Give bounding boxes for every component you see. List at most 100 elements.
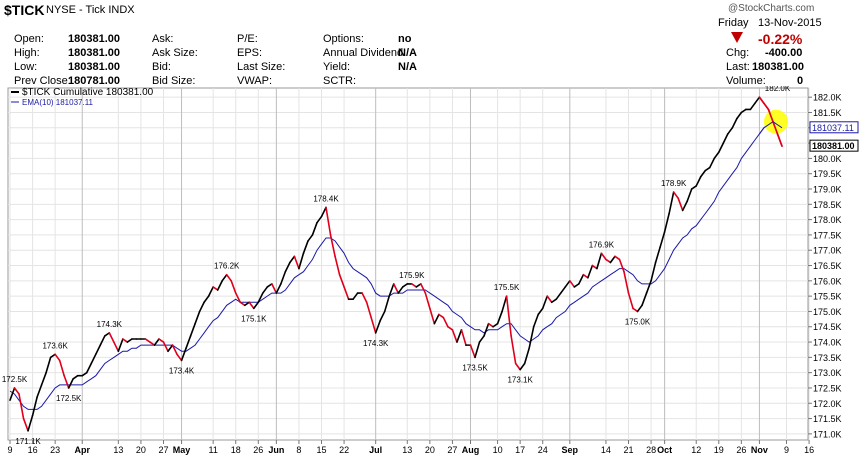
price-segment-down <box>176 353 183 362</box>
price-segment-down <box>600 252 607 261</box>
price-segment-down <box>772 120 779 135</box>
price-segment-up <box>320 206 327 218</box>
price-segment-up <box>559 286 567 294</box>
x-tick-label: 17 <box>515 445 525 455</box>
y-tick-label: 171.0K <box>813 429 842 439</box>
y-tick-label: 176.5K <box>813 261 842 271</box>
x-tick-label: Jun <box>268 445 284 455</box>
price-segment-up <box>501 295 508 313</box>
price-segment-down <box>338 273 345 288</box>
peak-label: 176.2K <box>214 262 240 271</box>
price-segment-up <box>717 142 725 154</box>
price-segment-up <box>90 353 97 365</box>
price-segment-down <box>767 108 774 123</box>
price-segment-down <box>334 255 341 276</box>
price-segment-down <box>370 316 377 334</box>
price-segment-down <box>144 338 151 343</box>
quote-chg-label: Chg: <box>726 47 750 59</box>
price-segment-down <box>365 301 372 319</box>
price-segment-up <box>262 286 269 294</box>
price-segment-up <box>654 246 661 264</box>
price-segment-up <box>681 200 688 212</box>
quote-low-value: 180381.00 <box>68 61 120 73</box>
price-segment-up <box>374 319 381 334</box>
price-segment-down <box>627 292 634 310</box>
price-segment-down <box>239 301 246 307</box>
x-tick-label: 16 <box>28 445 38 455</box>
price-segment-up <box>754 96 761 105</box>
price-segment-up <box>550 298 558 304</box>
plot-area <box>7 87 809 441</box>
price-segment-up <box>284 261 291 273</box>
peak-label: 172.5K <box>2 375 28 384</box>
price-segment-up <box>541 295 549 310</box>
price-segment-down <box>605 258 612 264</box>
price-segment-up <box>180 347 187 362</box>
price-segment-up <box>704 166 711 172</box>
price-segment-up <box>99 335 106 346</box>
x-tick-label: 13 <box>402 445 412 455</box>
quote-high-label: High: <box>14 47 40 59</box>
price-segment-up <box>555 292 562 300</box>
quote-ask-label: Ask: <box>152 33 174 45</box>
price-segment-down <box>343 286 350 300</box>
price-segment-down <box>230 280 237 294</box>
price-segment-up <box>36 384 43 398</box>
quote-volume-label: Volume: <box>726 75 766 87</box>
y-axis: 171.0K 171.5K 172.0K 172.5K 173.0K 173.5K 174.… <box>808 93 859 439</box>
x-tick-label: 27 <box>447 445 457 455</box>
x-tick-label: 8 <box>296 445 301 455</box>
price-segment-down <box>149 341 156 346</box>
price-segment-up <box>537 307 544 316</box>
price-segment-up <box>749 102 756 111</box>
price-segment-down <box>271 283 278 294</box>
price-segment-up <box>483 322 490 337</box>
price-segment-down <box>424 292 431 310</box>
quote-dividend-label: Annual Dividend: <box>323 47 407 59</box>
ema-segment <box>759 127 765 135</box>
peak-label: 175.0K <box>625 317 651 326</box>
price-segment-down <box>623 270 630 294</box>
price-segment-up <box>564 280 571 288</box>
price-segment-up <box>72 374 79 380</box>
price-segment-up <box>659 231 666 248</box>
price-segment-up <box>496 310 503 325</box>
peak-label: 171.1K <box>15 437 41 446</box>
price-segment-up <box>397 286 404 294</box>
price-segment-down <box>447 325 454 331</box>
x-tick-label: 21 <box>623 445 633 455</box>
x-tick-label: Nov <box>751 445 768 455</box>
price-segment-down <box>361 292 368 304</box>
price-segment-up <box>243 301 251 307</box>
quote-asksize-label: Ask Size: <box>152 47 198 59</box>
y-tick-label: 179.5K <box>813 169 842 179</box>
x-tick-label: Oct <box>657 445 672 455</box>
price-segment-up <box>216 280 223 291</box>
price-segment-up <box>289 255 296 264</box>
tick-cumulative-chart: 172.5K 171.1K 173.6K 172.5K 174.3K 173.4K 176.… <box>2 86 859 455</box>
x-tick-label: 20 <box>136 445 146 455</box>
price-segment-up <box>126 338 133 343</box>
price-segment-down <box>13 387 20 395</box>
price-segment-up <box>221 273 228 282</box>
price-segment-up <box>596 252 603 270</box>
price-segment-up <box>587 264 594 279</box>
price-segment-down <box>54 353 61 362</box>
gridlines <box>8 88 810 440</box>
ema-value-tag-label: 181037.11 <box>812 123 854 133</box>
x-tick-label: 9 <box>7 445 12 455</box>
x-tick-label: 15 <box>317 445 327 455</box>
price-segment-up <box>167 344 174 353</box>
ema-segment <box>772 121 778 126</box>
y-tick-label: 179.0K <box>813 185 842 195</box>
y-tick-label: 180.0K <box>813 154 842 164</box>
price-segment-down <box>113 341 120 353</box>
peak-label: 182.0K <box>765 86 791 93</box>
quote-chg-value: -400.00 <box>765 47 803 59</box>
quote-prevclose-label: Prev Close: <box>14 75 71 87</box>
x-tick-label: 22 <box>339 445 349 455</box>
legend-entry: EMA(10) 181037.11 <box>22 98 94 107</box>
x-tick-label: 14 <box>601 445 611 455</box>
x-tick-label: 13 <box>113 445 123 455</box>
